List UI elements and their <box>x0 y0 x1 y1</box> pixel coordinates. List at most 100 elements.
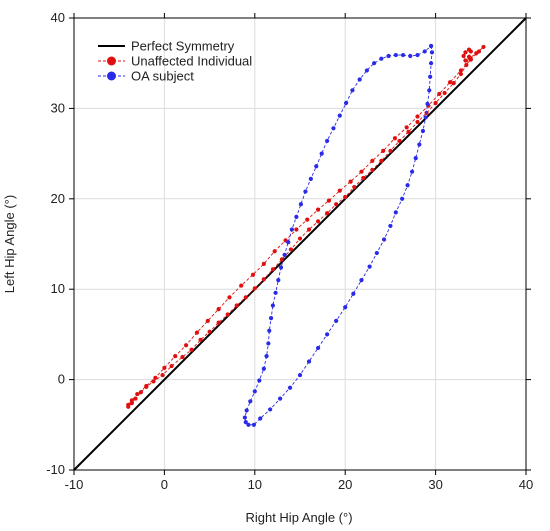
data-point <box>420 128 426 134</box>
data-point <box>326 198 332 203</box>
legend-swatch-marker <box>107 71 116 81</box>
data-point <box>397 138 402 144</box>
data-point <box>160 372 165 378</box>
data-point <box>151 379 156 384</box>
series-layer <box>126 43 486 427</box>
x-tick-label: 30 <box>428 477 442 492</box>
legend-swatch-marker <box>107 56 116 66</box>
y-tick-label: 30 <box>51 100 65 115</box>
data-point <box>205 318 210 323</box>
data-point <box>357 77 362 82</box>
y-tick-label: 0 <box>58 372 65 387</box>
data-point <box>267 328 272 333</box>
legend-label-perfect-symmetry: Perfect Symmetry <box>131 39 235 54</box>
data-point <box>393 210 398 215</box>
data-point <box>381 237 387 242</box>
data-point <box>180 354 185 360</box>
data-point <box>334 318 339 323</box>
data-point <box>248 399 253 404</box>
data-point <box>428 61 434 66</box>
data-point <box>289 227 294 232</box>
data-point <box>386 53 391 59</box>
data-point <box>194 330 200 335</box>
data-point <box>325 138 330 144</box>
data-point <box>364 68 369 73</box>
data-point <box>343 194 348 200</box>
data-point <box>261 366 266 371</box>
data-point <box>138 390 143 395</box>
data-point <box>370 158 375 163</box>
data-point <box>244 408 249 413</box>
data-point <box>337 113 342 118</box>
data-point <box>216 306 221 312</box>
data-point <box>417 142 422 147</box>
data-point <box>464 62 469 68</box>
data-point <box>261 261 266 266</box>
data-point <box>264 353 269 359</box>
data-point <box>308 176 313 182</box>
data-point <box>379 158 384 163</box>
data-point <box>270 303 275 308</box>
legend-label: OA subject <box>131 69 194 84</box>
data-point <box>227 295 232 300</box>
data-point <box>423 115 428 120</box>
data-point <box>243 419 248 425</box>
data-point <box>331 126 336 131</box>
x-axis-title: Right Hip Angle (°) <box>245 510 352 525</box>
x-tick-label: 0 <box>161 477 168 492</box>
data-point <box>372 61 377 66</box>
data-point <box>239 283 244 288</box>
data-point <box>272 249 277 254</box>
data-point <box>225 312 230 317</box>
data-point <box>361 175 366 181</box>
data-point <box>392 136 398 141</box>
data-point <box>314 164 319 169</box>
data-point <box>169 363 174 369</box>
data-point <box>344 100 349 106</box>
series-1 <box>242 43 435 427</box>
data-point <box>359 169 364 174</box>
data-point <box>415 119 420 125</box>
data-point <box>405 183 410 188</box>
data-point <box>427 88 432 93</box>
data-point <box>388 148 393 153</box>
data-point <box>306 227 312 232</box>
data-point <box>306 359 312 364</box>
data-point <box>257 378 262 383</box>
data-point <box>451 80 456 86</box>
data-point <box>173 353 178 359</box>
data-point <box>325 211 330 216</box>
data-point <box>234 303 239 308</box>
data-point <box>461 53 466 59</box>
data-point <box>207 329 212 334</box>
data-point <box>463 58 468 63</box>
data-point <box>252 286 257 291</box>
data-point <box>242 415 247 420</box>
data-point <box>278 396 283 401</box>
y-tick-label: 20 <box>51 191 65 206</box>
data-point <box>422 49 427 54</box>
data-point <box>282 252 287 257</box>
data-point <box>273 290 278 295</box>
data-point <box>408 53 413 59</box>
data-point <box>463 50 468 55</box>
axis-ticks: -10 0 10 20 30 40 -10 0 10 20 30 40 <box>46 10 533 492</box>
data-point <box>183 343 189 348</box>
series-line <box>244 45 433 426</box>
data-point <box>337 188 342 193</box>
data-point <box>351 291 356 296</box>
data-point <box>400 196 405 201</box>
data-point <box>294 227 299 232</box>
data-point <box>413 156 418 161</box>
data-point <box>287 385 293 390</box>
data-point <box>415 114 420 119</box>
reference-line-layer <box>73 17 527 471</box>
data-point <box>350 88 355 93</box>
data-point <box>406 129 411 135</box>
data-point <box>315 207 321 212</box>
data-point <box>216 320 221 325</box>
data-point <box>352 184 357 190</box>
data-point <box>370 167 375 172</box>
data-point <box>388 223 393 229</box>
